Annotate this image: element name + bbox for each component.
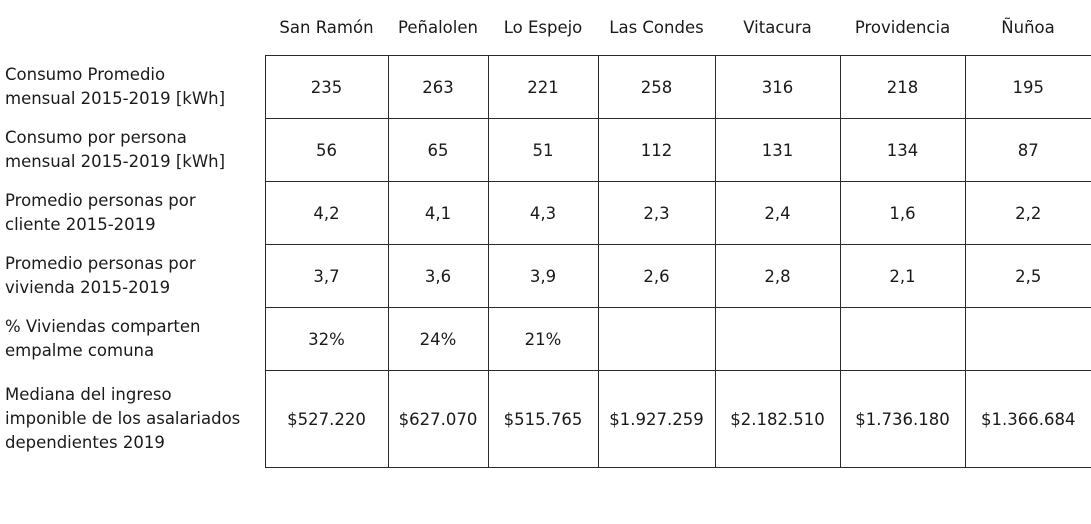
row-label-line: % Viviendas comparten xyxy=(5,317,201,336)
table-cell xyxy=(714,307,840,371)
table-cell: 51 xyxy=(487,118,598,182)
row-label-line: Mediana del ingreso xyxy=(5,385,172,404)
table-cell: 32% xyxy=(264,307,388,371)
row-label-line: mensual 2015-2019 [kWh] xyxy=(5,152,226,171)
table-cell: 4,1 xyxy=(387,181,488,245)
table-cell: 235 xyxy=(264,55,388,119)
column-header: Providencia xyxy=(854,18,951,37)
table-cell: 2,6 xyxy=(597,244,715,308)
column-header: San Ramón xyxy=(279,18,374,37)
row-label-line: mensual 2015-2019 [kWh] xyxy=(5,89,226,108)
table-cell xyxy=(964,307,1091,371)
table-row: Consumo Promedio mensual 2015-2019 [kWh] … xyxy=(0,55,1091,119)
table-cell: $515.765 xyxy=(487,370,598,468)
table-cell: 221 xyxy=(487,55,598,119)
table-cell: $2.182.510 xyxy=(714,370,840,468)
row-label: Consumo por persona mensual 2015-2019 [kW… xyxy=(0,119,265,182)
table-cell: $627.070 xyxy=(387,370,488,468)
row-label: Consumo Promedio mensual 2015-2019 [kWh] xyxy=(0,56,265,119)
table-cell: 2,3 xyxy=(597,181,715,245)
row-label: Promedio personas por cliente 2015-2019 xyxy=(0,182,265,245)
row-label-line: Promedio personas por xyxy=(5,254,196,273)
row-label-line: empalme comuna xyxy=(5,341,155,360)
table-cell: 218 xyxy=(839,55,965,119)
table-cell: 56 xyxy=(264,118,388,182)
table-row: % Viviendas comparten empalme comuna 32% … xyxy=(0,307,1091,371)
table-cell: 4,3 xyxy=(487,181,598,245)
table-row: Promedio personas por cliente 2015-2019 4… xyxy=(0,181,1091,245)
table-cell: 2,5 xyxy=(964,244,1091,308)
table-cell: 21% xyxy=(487,307,598,371)
table-cell: 2,8 xyxy=(714,244,840,308)
table-cell: 24% xyxy=(387,307,488,371)
row-label: Mediana del ingreso imponible de los asal… xyxy=(0,371,265,468)
table-cell: 2,4 xyxy=(714,181,840,245)
table-cell xyxy=(839,307,965,371)
table-cell: $527.220 xyxy=(264,370,388,468)
table-cell: 316 xyxy=(714,55,840,119)
table-cell: 263 xyxy=(387,55,488,119)
row-label-line: Promedio personas por xyxy=(5,191,196,210)
table-cell: 134 xyxy=(839,118,965,182)
table-cell: 3,9 xyxy=(487,244,598,308)
comparison-table: San Ramón Peñalolen Lo Espejo Las Condes… xyxy=(0,0,1091,468)
table-cell: $1.927.259 xyxy=(597,370,715,468)
table-row: Mediana del ingreso imponible de los asal… xyxy=(0,370,1091,468)
table-cell: 131 xyxy=(714,118,840,182)
corner-cell xyxy=(0,0,265,56)
row-label: Promedio personas por vivienda 2015-2019 xyxy=(0,245,265,308)
row-label: % Viviendas comparten empalme comuna xyxy=(0,308,265,371)
table-cell: 3,7 xyxy=(264,244,388,308)
table-row: Promedio personas por vivienda 2015-2019 … xyxy=(0,244,1091,308)
table-cell: 195 xyxy=(964,55,1091,119)
column-header: Las Condes xyxy=(609,18,704,37)
table-cell: 2,1 xyxy=(839,244,965,308)
table-cell: 2,2 xyxy=(964,181,1091,245)
column-header: Lo Espejo xyxy=(503,18,583,37)
row-label-line: cliente 2015-2019 xyxy=(5,215,156,234)
header-row: San Ramón Peñalolen Lo Espejo Las Condes… xyxy=(0,0,1091,56)
table-cell: 1,6 xyxy=(839,181,965,245)
table-cell: $1.366.684 xyxy=(964,370,1091,468)
table-cell: 258 xyxy=(597,55,715,119)
row-label-line: Consumo por persona xyxy=(5,128,187,147)
row-label-line: dependientes 2019 xyxy=(5,433,165,452)
table-cell: $1.736.180 xyxy=(839,370,965,468)
table-cell: 112 xyxy=(597,118,715,182)
column-header: Ñuñoa xyxy=(1001,18,1055,37)
table-cell: 3,6 xyxy=(387,244,488,308)
table-cell: 4,2 xyxy=(264,181,388,245)
row-label-line: Consumo Promedio xyxy=(5,65,166,84)
table-cell xyxy=(597,307,715,371)
row-label-line: vivienda 2015-2019 xyxy=(5,278,171,297)
table-cell: 65 xyxy=(387,118,488,182)
row-label-line: imponible de los asalariados xyxy=(5,409,241,428)
column-header: Vitacura xyxy=(743,18,812,37)
table-row: Consumo por persona mensual 2015-2019 [kW… xyxy=(0,118,1091,182)
column-header: Peñalolen xyxy=(398,18,478,37)
table-cell: 87 xyxy=(964,118,1091,182)
